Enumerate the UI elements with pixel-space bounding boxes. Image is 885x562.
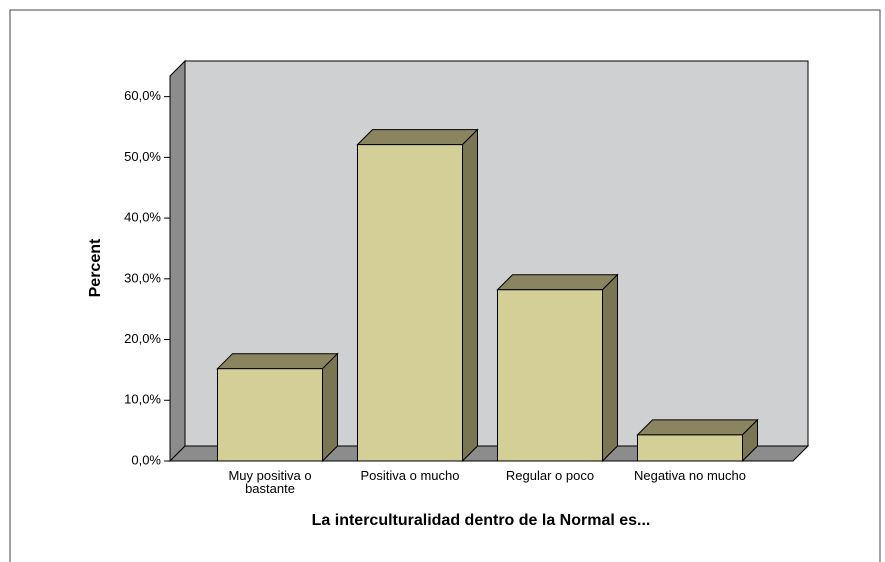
bar (637, 434, 743, 462)
y-tick-label: 20,0% (124, 331, 161, 346)
bar-top (636, 419, 759, 436)
x-tick-label: Muy positiva o bastante (228, 468, 312, 496)
y-tick-label: 40,0% (124, 210, 161, 225)
y-tick-label: 0,0% (131, 452, 161, 467)
bar-side (462, 128, 478, 463)
x-axis-label: La interculturalidad dentro de la Normal… (312, 512, 651, 529)
x-tick-label: Regular o poco (505, 468, 595, 483)
x-tick-label: Positiva o mucho (360, 468, 460, 483)
bar-side (322, 352, 338, 463)
bar-top (216, 353, 339, 370)
bar-top (356, 129, 479, 146)
y-tick-label: 60,0% (124, 88, 161, 103)
y-tick-label: 30,0% (124, 270, 161, 285)
bar-side (602, 273, 618, 463)
y-tick-label: 50,0% (124, 149, 161, 164)
bar (217, 368, 323, 462)
frame (9, 9, 881, 562)
side-wall (169, 59, 186, 463)
bar (357, 144, 463, 462)
y-axis-label: Percent (87, 238, 104, 297)
y-tick-label: 10,0% (124, 392, 161, 407)
bar (497, 289, 603, 462)
x-tick-label: Negativa no mucho (633, 468, 746, 483)
bar-top (496, 274, 619, 291)
